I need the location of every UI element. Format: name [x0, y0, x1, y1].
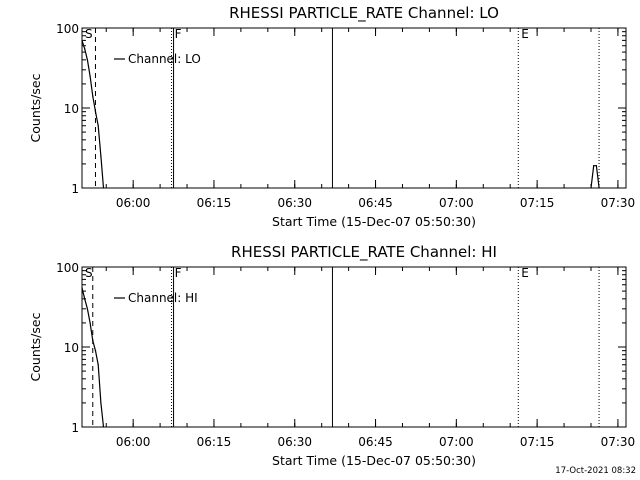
y-tick-label: 10: [64, 102, 79, 116]
data-point: [86, 308, 88, 310]
footer-timestamp: 17-Oct-2021 08:32: [555, 466, 636, 476]
x-tick-label: 06:30: [277, 196, 312, 210]
y-tick-label: 100: [56, 261, 79, 275]
y-tick-label: 1: [71, 182, 79, 196]
x-tick-label: 07:30: [601, 435, 636, 449]
chart-title: RHESSI PARTICLE_RATE Channel: LO: [229, 4, 499, 23]
event-marker-label: S: [85, 266, 93, 280]
data-point: [89, 322, 91, 324]
x-tick-label: 07:00: [439, 435, 474, 449]
legend-label: Channel: LO: [128, 52, 201, 66]
x-tick-label: 06:45: [358, 196, 393, 210]
data-point: [100, 155, 102, 157]
data-point: [595, 165, 597, 167]
x-tick-label: 07:15: [520, 435, 555, 449]
x-tick-label: 07:15: [520, 196, 555, 210]
series-line: [81, 40, 105, 189]
data-point: [102, 187, 105, 189]
y-tick-label: 1: [71, 421, 79, 435]
data-point: [89, 75, 91, 77]
data-point: [84, 298, 86, 300]
data-point: [81, 287, 83, 289]
event-marker-label: E: [521, 27, 529, 41]
data-point: [86, 59, 88, 61]
data-point: [97, 364, 99, 366]
chart-title: RHESSI PARTICLE_RATE Channel: HI: [231, 243, 497, 262]
x-tick-label: 06:00: [116, 435, 151, 449]
legend-label: Channel: HI: [128, 291, 198, 305]
data-point: [94, 350, 97, 352]
event-marker-label: S: [85, 27, 93, 41]
data-point: [598, 187, 600, 189]
data-point: [92, 95, 94, 97]
y-axis-label: Counts/sec: [28, 312, 43, 381]
chart-panel-lo: RHESSI PARTICLE_RATE Channel: LO Counts/s…: [28, 4, 635, 229]
event-marker-label: F: [175, 27, 182, 41]
data-point: [590, 187, 592, 189]
x-tick-label: 06:15: [197, 435, 232, 449]
x-tick-label: 07:00: [439, 196, 474, 210]
data-point: [97, 125, 99, 127]
event-marker-label: E: [521, 266, 529, 280]
x-axis-label: Start Time (15-Dec-07 05:50:30): [272, 453, 476, 468]
series-line: [590, 165, 600, 189]
data-point: [593, 165, 595, 167]
data-point: [84, 48, 86, 50]
x-axis-label: Start Time (15-Dec-07 05:50:30): [272, 214, 476, 229]
chart-panel-hi: RHESSI PARTICLE_RATE Channel: HI Counts/s…: [28, 243, 635, 468]
x-tick-label: 06:30: [277, 435, 312, 449]
x-tick-label: 06:45: [358, 435, 393, 449]
data-point: [92, 340, 94, 342]
data-point: [102, 426, 105, 428]
x-tick-label: 07:30: [601, 196, 636, 210]
data-point: [94, 111, 97, 113]
data-point: [81, 39, 83, 41]
event-marker-label: F: [175, 266, 182, 280]
y-axis-label: Counts/sec: [28, 73, 43, 142]
data-point: [100, 402, 102, 404]
x-tick-label: 06:15: [197, 196, 232, 210]
y-tick-label: 100: [56, 22, 79, 36]
y-tick-label: 10: [64, 341, 79, 355]
x-tick-label: 06:00: [116, 196, 151, 210]
